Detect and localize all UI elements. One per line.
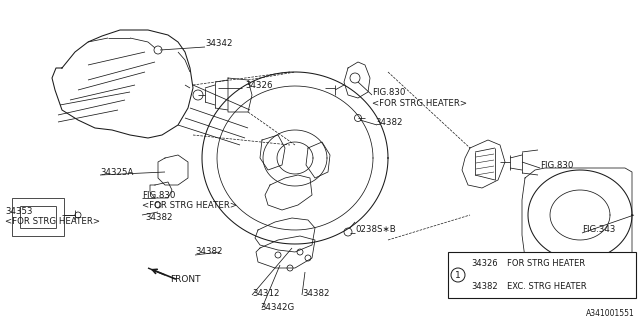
Text: FIG.343: FIG.343 — [582, 226, 616, 235]
Text: FIG.830: FIG.830 — [142, 190, 175, 199]
Text: 34382: 34382 — [195, 247, 223, 257]
Text: <FOR STRG HEATER>: <FOR STRG HEATER> — [5, 218, 100, 227]
Text: 0238S∗B: 0238S∗B — [355, 226, 396, 235]
Text: 34326: 34326 — [245, 81, 273, 90]
Text: <FOR STRG HEATER>: <FOR STRG HEATER> — [142, 202, 237, 211]
Text: FRONT: FRONT — [170, 276, 200, 284]
Text: FIG.830: FIG.830 — [372, 87, 405, 97]
Bar — [448, 252, 636, 298]
Text: 34353: 34353 — [5, 207, 33, 217]
Bar — [12, 198, 64, 236]
Text: 34382: 34382 — [375, 117, 403, 126]
Text: 1: 1 — [455, 270, 461, 279]
Text: 34326: 34326 — [472, 259, 499, 268]
Text: 34342G: 34342G — [260, 302, 294, 311]
Text: 34382: 34382 — [472, 282, 499, 291]
Text: 34312: 34312 — [252, 289, 280, 298]
Text: 34382: 34382 — [145, 213, 173, 222]
Text: 34325A: 34325A — [100, 167, 133, 177]
Text: FIG.830: FIG.830 — [540, 161, 573, 170]
Text: <FOR STRG HEATER>: <FOR STRG HEATER> — [372, 99, 467, 108]
Text: A341001551: A341001551 — [586, 309, 635, 318]
Text: FOR STRG HEATER: FOR STRG HEATER — [507, 259, 585, 268]
Text: EXC. STRG HEATER: EXC. STRG HEATER — [507, 282, 587, 291]
Text: 34342: 34342 — [205, 38, 232, 47]
Text: 34382: 34382 — [302, 289, 330, 298]
